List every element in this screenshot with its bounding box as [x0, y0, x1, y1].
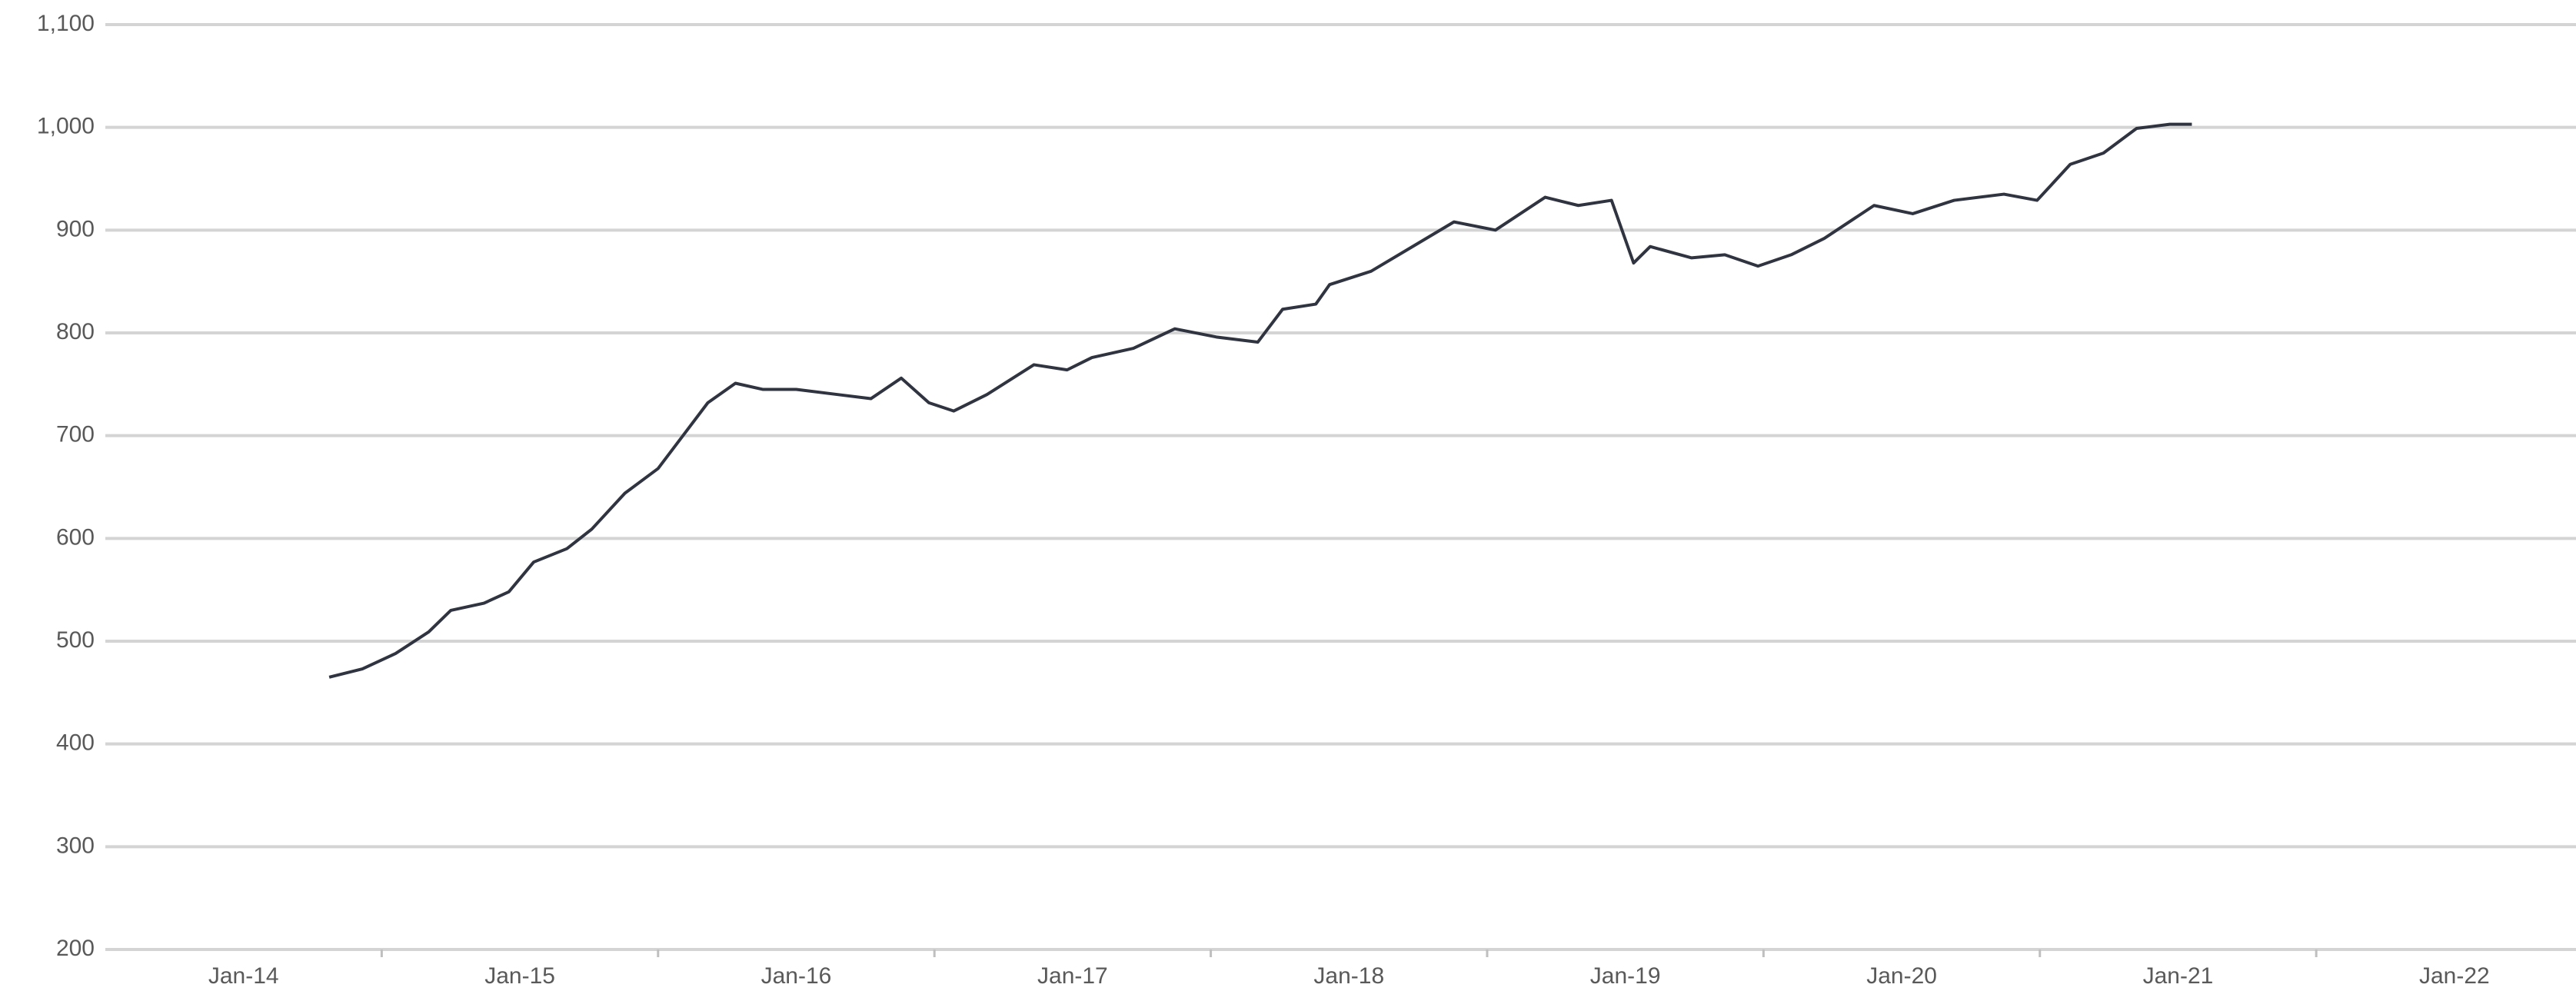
y-tick-label: 500 — [56, 627, 95, 653]
x-tick-label: Jan-19 — [1590, 963, 1661, 989]
x-tick-label: Jan-16 — [761, 963, 832, 989]
x-tick-label: Jan-15 — [484, 963, 555, 989]
x-tick-label: Jan-22 — [2419, 963, 2490, 989]
y-tick-label: 200 — [56, 936, 95, 961]
y-tick-label: 600 — [56, 524, 95, 550]
data-line — [328, 122, 2192, 679]
x-tick-label: Jan-21 — [2143, 963, 2214, 989]
x-tick-label: Jan-18 — [1313, 963, 1384, 989]
y-tick-label: 300 — [56, 833, 95, 858]
y-tick-label: 400 — [56, 730, 95, 756]
y-tick-label: 700 — [56, 422, 95, 447]
y-tick-label: 1,100 — [37, 11, 95, 36]
y-tick-label: 900 — [56, 216, 95, 241]
y-tick-label: 1,000 — [37, 114, 95, 139]
x-tick-label: Jan-14 — [208, 963, 279, 989]
x-tick-label: Jan-17 — [1037, 963, 1108, 989]
y-tick-label: 800 — [56, 319, 95, 344]
x-tick-label: Jan-20 — [1866, 963, 1937, 989]
